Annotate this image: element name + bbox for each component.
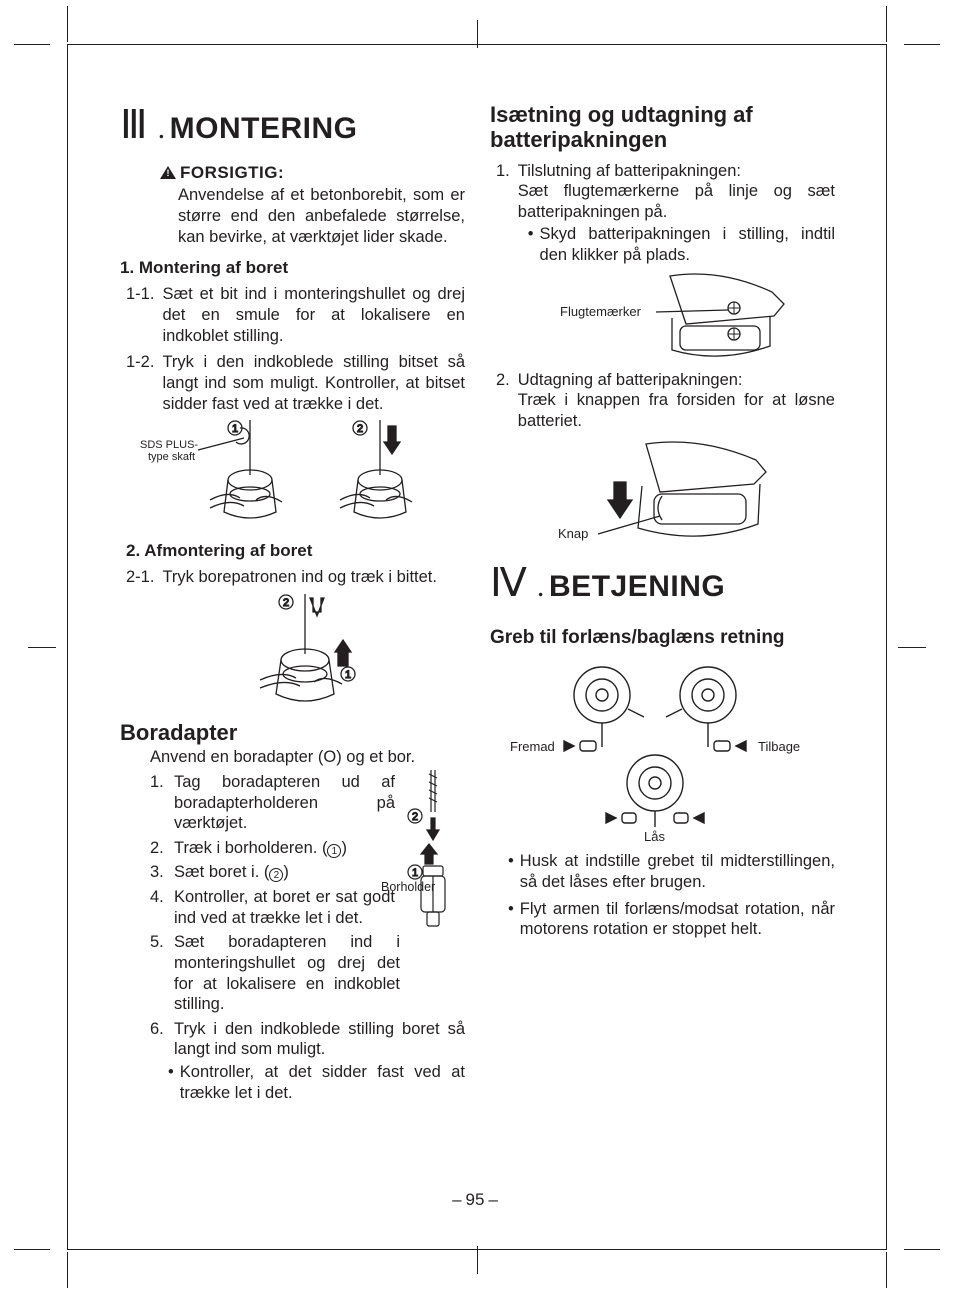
adapter-steps: 1. Tag boradapteren ud af boradapterhold… [150, 772, 400, 1015]
figure-direction-lever: Fremad Tilbage Lås [510, 655, 810, 845]
figure-mount-bit: 1 SDS PLUS- type skaft [140, 420, 430, 530]
step-2-1: 2-1. Tryk borepatronen ind og træk i bit… [126, 567, 465, 588]
figure-battery-attach: Flugtemærker [560, 272, 790, 364]
cropmark [904, 1249, 940, 1250]
step-1-1: 1-1. Sæt et bit ind i monteringshullet o… [126, 284, 465, 346]
list-num: 6. [150, 1019, 168, 1104]
cropmark [477, 1246, 478, 1274]
list-text: Træk i borholderen. (1) [174, 838, 395, 859]
section-3-title: MONTERING [170, 112, 358, 145]
roman-4: Ⅳ [490, 558, 525, 608]
list-num: 5. [150, 932, 168, 1015]
step-num: 1. [496, 161, 510, 266]
list-text: Tryk i den indkoblede stilling boret så … [174, 1019, 465, 1104]
step-text: Sæt et bit ind i monteringshullet og dre… [162, 284, 465, 346]
warning-icon [160, 166, 176, 179]
step-num: 1-1. [126, 284, 154, 346]
caution-label: FORSIGTIG: [180, 162, 284, 183]
content: Ⅲ . MONTERING FORSIGTIG: Anvendelse af e… [120, 100, 830, 1220]
section-4-title: BETJENING [549, 570, 725, 603]
svg-text:1: 1 [412, 867, 418, 879]
battery-step-2: 2. Udtagning af batteripakningen: Træk i… [496, 370, 835, 432]
list-text: Kontroller, at boret er sat godt ind ved… [174, 887, 395, 928]
cropmark [67, 1252, 68, 1288]
step-text: Tryk i den indkoblede stilling bitset så… [162, 352, 465, 414]
cropmark [14, 44, 50, 45]
adapter-heading: Boradapter [120, 720, 465, 745]
bullet-text: Flyt armen til forlæns/modsat rota­tion,… [520, 899, 835, 940]
step-1-2: 1-2. Tryk i den indkoblede stilling bits… [126, 352, 465, 414]
svg-text:2: 2 [412, 811, 418, 823]
section-3-heading: Ⅲ . MONTERING [120, 100, 465, 150]
figure-bit-holder: 2 1 Borholder [401, 768, 465, 895]
step-num: 1-2. [126, 352, 154, 414]
bullet-text: Skyd batteripakningen i stilling, indtil… [540, 224, 835, 265]
step-text: Tilslutning af batteripakningen: Sæt flu… [518, 161, 835, 266]
demount-subhead: 2. Afmontering af boret [126, 540, 465, 561]
cropmark [904, 44, 940, 45]
list-num: 3. [150, 862, 168, 883]
svg-text:1: 1 [232, 423, 238, 435]
sds-label-a: SDS PLUS- [140, 439, 198, 451]
greb-bullets: •Husk at indstille grebet til midterstil… [508, 851, 835, 940]
list-text: Tag boradapteren ud af boradapterholdere… [174, 772, 395, 834]
knap-label: Knap [558, 526, 588, 541]
sds-label-b: type skaft [148, 451, 195, 463]
step-text: Udtagning af batteripakningen: Træk i kn… [518, 370, 835, 432]
right-column: Isætning og udtagning af batteripakninge… [490, 100, 835, 940]
cropmark [898, 647, 926, 648]
figure-demount-bit: 2 1 [220, 594, 390, 714]
svg-text:2: 2 [283, 597, 289, 609]
mount-subhead: 1. Montering af boret [120, 257, 465, 278]
label-laas: Lås [644, 829, 665, 844]
svg-text:2: 2 [357, 423, 363, 435]
flugte-label: Flugtemærker [560, 304, 642, 319]
list-num: 2. [150, 838, 168, 859]
cropmark [67, 6, 68, 42]
step-text: Tryk borepatronen ind og træk i bittet. [162, 567, 465, 588]
left-column: Ⅲ . MONTERING FORSIGTIG: Anvendelse af e… [120, 100, 465, 1103]
cropmark [886, 6, 887, 42]
step-num: 2. [496, 370, 510, 432]
caution-body: Anvendelse af et betonborebit, som er st… [178, 185, 465, 247]
list-sub-bullet: Kontroller, at det sidder fast ved at tr… [180, 1062, 465, 1103]
caution-row: FORSIGTIG: [160, 162, 465, 183]
adapter-steps-cont: 6. Tryk i den indkoblede stilling boret … [150, 1019, 465, 1104]
battery-step-1: 1. Tilslutning af batteripakningen: Sæt … [496, 161, 835, 266]
figure-battery-remove: Knap [550, 438, 770, 548]
page-number: –95– [120, 1190, 830, 1210]
list-num: 1. [150, 772, 168, 834]
cropmark [886, 1252, 887, 1288]
list-text: Sæt boret i. (2) [174, 862, 395, 883]
cropmark [14, 1249, 50, 1250]
bullet-text: Husk at indstille grebet til midterstill… [520, 851, 835, 892]
step-num: 2-1. [126, 567, 154, 588]
greb-heading: Greb til forlæns/baglæns retning [490, 626, 835, 650]
svg-text:1: 1 [345, 669, 351, 681]
list-text: Sæt boradapteren ind i monteringshullet … [174, 932, 400, 1015]
roman-3: Ⅲ [120, 100, 146, 150]
battery-heading: Isætning og udtagning af batteripakninge… [490, 102, 835, 153]
label-fremad: Fremad [510, 739, 555, 754]
page: Ⅲ . MONTERING FORSIGTIG: Anvendelse af e… [0, 0, 954, 1294]
label-tilbage: Tilbage [758, 739, 800, 754]
adapter-intro: Anvend en boradapter (O) og et bor. [150, 747, 465, 768]
section-4-heading: Ⅳ . BETJENING [490, 558, 835, 608]
cropmark [28, 647, 56, 648]
list-num: 4. [150, 887, 168, 928]
